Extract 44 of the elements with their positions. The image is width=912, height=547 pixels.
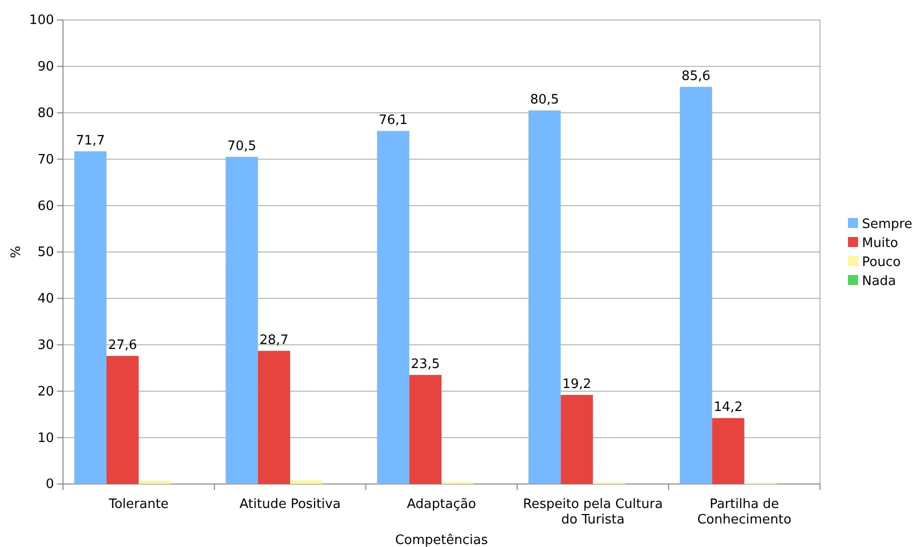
y-tick-label: 70 xyxy=(37,152,54,168)
legend-label: Muito xyxy=(862,236,898,251)
legend-label: Pouco xyxy=(862,255,901,270)
y-tick-label: 10 xyxy=(37,430,54,446)
x-tick-label: Adaptação xyxy=(406,496,476,512)
y-tick-label: 30 xyxy=(37,338,54,353)
bar xyxy=(560,394,593,484)
x-tick-label: Partilha de Conhecimento xyxy=(697,496,792,528)
bar xyxy=(258,350,290,484)
bar xyxy=(409,374,442,484)
data-label: 80,5 xyxy=(530,92,560,108)
bar xyxy=(290,480,322,484)
bar xyxy=(377,130,410,484)
x-axis-title: Competências xyxy=(395,533,488,547)
data-label: 14,2 xyxy=(714,400,743,416)
data-label: 28,7 xyxy=(260,332,288,348)
bar xyxy=(226,156,258,484)
y-tick-label: 20 xyxy=(37,384,54,400)
data-label: 23,5 xyxy=(410,356,440,372)
data-label: 71,7 xyxy=(76,133,105,148)
x-tick-label: Tolerante xyxy=(108,496,169,512)
y-tick-label: 50 xyxy=(37,245,54,260)
y-tick-label: 40 xyxy=(37,292,54,307)
data-label: 27,6 xyxy=(108,338,138,353)
data-label: 76,1 xyxy=(378,112,408,128)
data-label: 19,2 xyxy=(562,376,592,392)
bar xyxy=(106,356,139,484)
bar xyxy=(138,480,171,484)
legend-label: Nada xyxy=(862,274,896,289)
legend-label: Sempre xyxy=(862,217,912,232)
x-tick-label: Respeito pela Cultura do Turista xyxy=(522,496,663,528)
bar xyxy=(528,110,561,484)
y-tick-label: 0 xyxy=(46,477,54,492)
y-tick-label: 80 xyxy=(37,106,54,121)
data-label: 85,6 xyxy=(682,68,710,84)
y-axis-title: % xyxy=(9,246,24,258)
x-tick-label: Atitude Positiva xyxy=(240,496,341,512)
bar xyxy=(712,418,744,484)
y-tick-label: 90 xyxy=(37,60,54,75)
y-tick-label: 60 xyxy=(37,198,54,214)
data-label: 70,5 xyxy=(227,138,256,154)
bar xyxy=(74,151,106,484)
bar xyxy=(680,86,712,484)
y-tick-label: 100 xyxy=(29,13,54,28)
